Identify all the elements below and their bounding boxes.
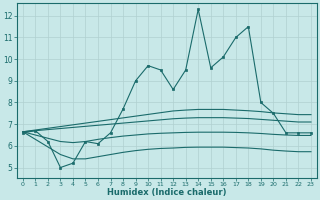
X-axis label: Humidex (Indice chaleur): Humidex (Indice chaleur) — [107, 188, 227, 197]
